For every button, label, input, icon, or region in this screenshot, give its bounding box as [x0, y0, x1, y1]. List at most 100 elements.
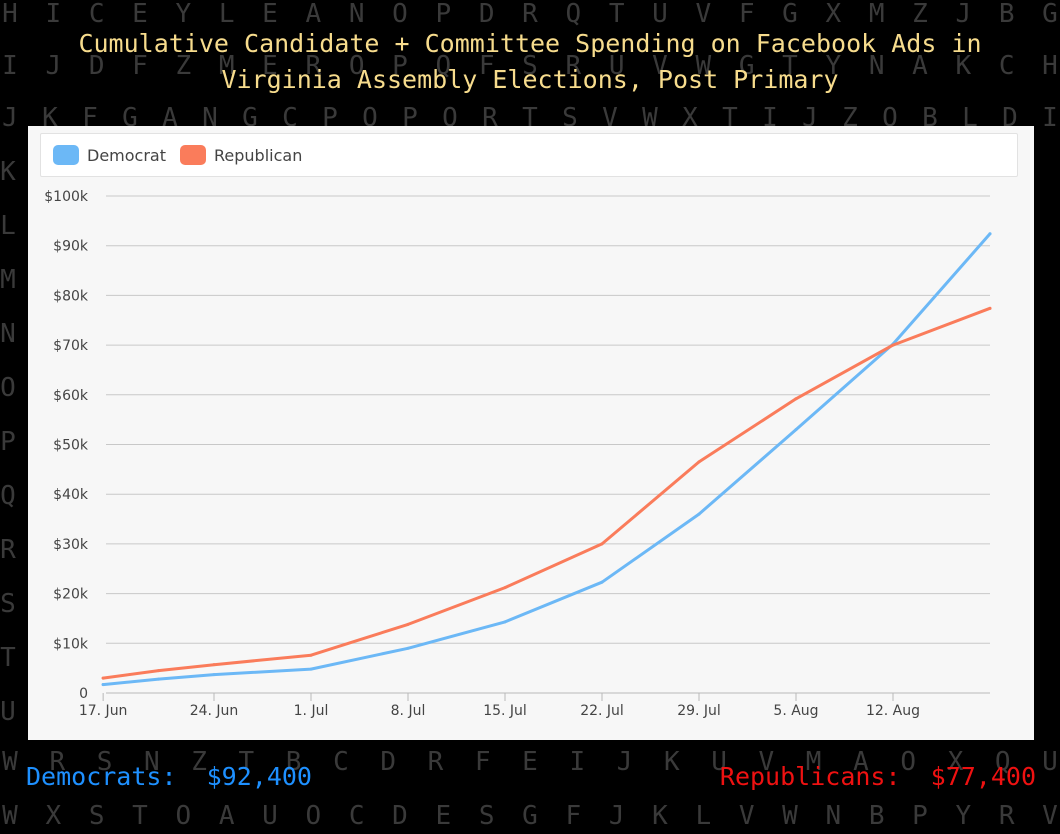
background-letter: N [825, 801, 842, 831]
data-point-democrat [157, 677, 161, 681]
background-letter: X [682, 103, 698, 133]
background-letter: L [962, 103, 978, 133]
background-letter: S [478, 801, 495, 831]
background-letter: L [0, 211, 16, 241]
background-letter: W [642, 103, 658, 133]
background-letter: B [285, 747, 302, 777]
background-letter: R [565, 51, 582, 81]
background-letter: A [218, 801, 235, 831]
background-letter: T [608, 0, 625, 29]
background-letter: Q [565, 0, 582, 29]
background-letter: R [305, 51, 322, 81]
data-point-republican [988, 306, 992, 310]
background-letter: I [45, 0, 62, 29]
y-tick-label: $70k [53, 338, 89, 354]
background-letter: X [45, 801, 62, 831]
legend-item-republican[interactable]: Republican [180, 145, 302, 165]
background-letter: Q [994, 747, 1011, 777]
background-letter: O [305, 801, 322, 831]
chart-title-line-2: Virginia Assembly Elections, Post Primar… [221, 65, 839, 94]
background-letter: B [998, 0, 1015, 29]
background-letter: Q [442, 103, 458, 133]
data-point-republican [101, 676, 105, 680]
background-letter: Z [842, 103, 858, 133]
data-point-democrat [503, 620, 507, 624]
background-letter: R [522, 0, 538, 29]
data-point-republican [697, 460, 701, 464]
republicans-total: Republicans: $77,400 [720, 762, 1036, 791]
background-letter: B [868, 801, 885, 831]
background-letter: Y [825, 51, 842, 81]
data-point-democrat [212, 673, 216, 677]
background-letter: O [392, 0, 408, 29]
chart-title: Cumulative Candidate + Committee Spendin… [0, 26, 1060, 98]
background-letter: R [482, 103, 498, 133]
background-letter: G [738, 51, 755, 81]
background-letter: J [608, 801, 625, 831]
background-letter: F [478, 51, 495, 81]
legend-label-democrat: Democrat [87, 145, 166, 165]
data-point-republican [891, 343, 895, 347]
background-letter: J [616, 747, 633, 777]
legend-swatch-republican [180, 145, 206, 165]
data-point-democrat [794, 428, 798, 432]
background-letter: Y [955, 801, 972, 831]
x-tick-label: 17. Jun [79, 703, 128, 719]
legend-label-republican: Republican [214, 145, 303, 165]
background-letter: S [0, 589, 16, 619]
y-tick-label: $20k [53, 587, 89, 603]
background-letter: G [242, 103, 258, 133]
background-letter: H [1042, 51, 1058, 81]
background-letter: B [922, 103, 938, 133]
background-letter: D [88, 51, 105, 81]
background-letter: O [348, 51, 365, 81]
background-letter: N [0, 319, 16, 349]
background-letter: U [0, 697, 16, 727]
background-letter: V [738, 801, 755, 831]
background-letter: R [0, 535, 16, 565]
background-letter: T [722, 103, 738, 133]
background-letter: R [49, 747, 66, 777]
background-letter: T [132, 801, 148, 831]
background-letter: X [947, 747, 964, 777]
data-point-democrat [406, 646, 410, 650]
background-letter: I [762, 103, 778, 133]
legend-item-democrat[interactable]: Democrat [53, 145, 166, 165]
x-tick-label: 29. Jul [677, 703, 721, 719]
data-point-democrat [101, 683, 105, 687]
background-letter: M [0, 265, 16, 295]
background-letter: P [435, 0, 452, 29]
y-tick-label: $30k [53, 537, 89, 553]
data-point-republican [794, 397, 798, 401]
background-letter: O [0, 373, 16, 403]
y-tick-label: $50k [53, 438, 89, 454]
series-line-democrat [101, 232, 992, 687]
background-letter: P [322, 103, 338, 133]
background-letter: T [238, 747, 255, 777]
background-letter: H [2, 0, 18, 29]
background-letter: T [782, 51, 798, 81]
republicans-total-label: Republicans: [719, 762, 901, 791]
data-point-democrat [600, 580, 604, 584]
background-letter: K [0, 157, 16, 187]
background-letter: I [1042, 103, 1058, 133]
y-tick-label: $80k [53, 288, 89, 304]
background-letter: V [695, 0, 712, 29]
background-letter: Y [175, 0, 192, 29]
background-letter: D [380, 747, 396, 777]
background-letter: V [652, 51, 668, 81]
background-letter: Q [435, 51, 452, 81]
x-tick-label: 8. Jul [391, 703, 426, 719]
background-letter: S [562, 103, 578, 133]
background-letter: K [42, 103, 58, 133]
background-letter: G [522, 801, 538, 831]
y-tick-label: $60k [53, 388, 89, 404]
background-letter: W [782, 801, 798, 831]
data-point-democrat [309, 667, 313, 671]
background-letter: W [2, 801, 18, 831]
background-letter: A [162, 103, 178, 133]
background-letter: O [882, 103, 898, 133]
data-point-republican [157, 669, 161, 673]
background-letter: I [569, 747, 586, 777]
data-point-republican [309, 653, 313, 657]
